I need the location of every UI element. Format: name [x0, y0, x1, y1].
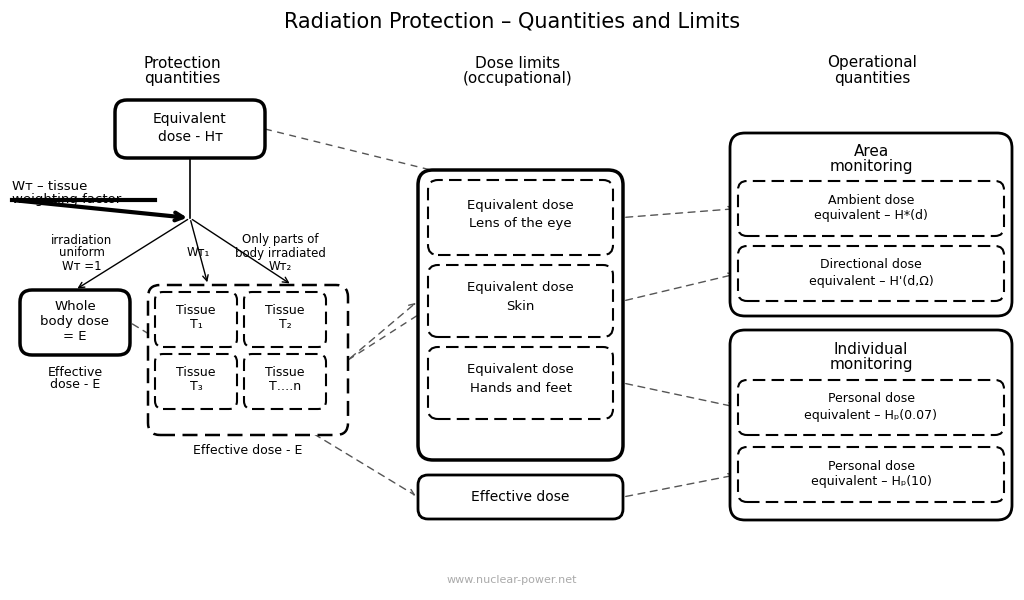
Text: body dose: body dose	[41, 314, 110, 328]
FancyBboxPatch shape	[244, 292, 326, 347]
Text: Wᴛ₁: Wᴛ₁	[186, 245, 210, 259]
Text: Directional dose: Directional dose	[820, 259, 922, 271]
Text: equivalent – Hₚ(0.07): equivalent – Hₚ(0.07)	[805, 409, 938, 421]
Text: Equivalent dose: Equivalent dose	[467, 281, 573, 295]
Text: = E: = E	[63, 329, 87, 343]
Text: (occupational): (occupational)	[463, 70, 572, 85]
Text: Tissue: Tissue	[176, 365, 216, 379]
Text: quantities: quantities	[834, 70, 910, 85]
Text: T₂: T₂	[279, 319, 292, 331]
Text: dose - Hᴛ: dose - Hᴛ	[158, 130, 222, 144]
Text: Equivalent: Equivalent	[154, 112, 227, 126]
Text: Ambient dose: Ambient dose	[827, 193, 914, 206]
Text: Equivalent dose: Equivalent dose	[467, 364, 573, 377]
Text: Radiation Protection – Quantities and Limits: Radiation Protection – Quantities and Li…	[284, 12, 740, 32]
Text: body irradiated: body irradiated	[234, 247, 326, 259]
Text: monitoring: monitoring	[829, 160, 912, 175]
Text: weighting factor: weighting factor	[12, 193, 121, 206]
Text: Wᴛ₂: Wᴛ₂	[268, 259, 292, 272]
Text: irradiation: irradiation	[51, 233, 113, 247]
Text: Effective dose: Effective dose	[471, 490, 569, 504]
Text: Dose limits: Dose limits	[475, 55, 560, 70]
FancyBboxPatch shape	[730, 330, 1012, 520]
Text: T₁: T₁	[189, 319, 203, 331]
FancyBboxPatch shape	[418, 170, 623, 460]
FancyBboxPatch shape	[428, 347, 613, 419]
Text: monitoring: monitoring	[829, 356, 912, 371]
Text: Personal dose: Personal dose	[827, 460, 914, 473]
FancyBboxPatch shape	[738, 380, 1004, 435]
Text: Wᴛ =1: Wᴛ =1	[62, 259, 101, 272]
FancyBboxPatch shape	[428, 265, 613, 337]
FancyBboxPatch shape	[428, 180, 613, 255]
Text: Hands and feet: Hands and feet	[469, 382, 571, 395]
Text: Equivalent dose: Equivalent dose	[467, 199, 573, 211]
Text: Personal dose: Personal dose	[827, 392, 914, 406]
Text: www.nuclear-power.net: www.nuclear-power.net	[446, 575, 578, 585]
Text: quantities: quantities	[143, 70, 220, 85]
Text: Wᴛ – tissue: Wᴛ – tissue	[12, 179, 87, 193]
Text: equivalent – H*(d): equivalent – H*(d)	[814, 209, 928, 223]
Text: Lens of the eye: Lens of the eye	[469, 217, 571, 229]
Text: Individual: Individual	[834, 341, 908, 356]
Text: T₃: T₃	[189, 380, 203, 394]
Text: Tissue: Tissue	[176, 304, 216, 317]
FancyBboxPatch shape	[115, 100, 265, 158]
Text: Tissue: Tissue	[265, 365, 305, 379]
Text: Tissue: Tissue	[265, 304, 305, 317]
FancyBboxPatch shape	[244, 354, 326, 409]
Text: Protection: Protection	[143, 55, 221, 70]
FancyBboxPatch shape	[738, 181, 1004, 236]
FancyBboxPatch shape	[738, 447, 1004, 502]
Text: Whole: Whole	[54, 299, 96, 313]
Text: Only parts of: Only parts of	[242, 233, 318, 247]
Text: Area: Area	[853, 145, 889, 160]
FancyBboxPatch shape	[418, 475, 623, 519]
FancyBboxPatch shape	[148, 285, 348, 435]
Text: T….n: T….n	[269, 380, 301, 394]
FancyBboxPatch shape	[730, 133, 1012, 316]
Text: equivalent – Hₚ(10): equivalent – Hₚ(10)	[811, 475, 932, 488]
Text: Operational: Operational	[827, 55, 916, 70]
Text: Effective dose - E: Effective dose - E	[194, 445, 303, 457]
FancyBboxPatch shape	[20, 290, 130, 355]
Text: Skin: Skin	[506, 299, 535, 313]
Text: dose - E: dose - E	[50, 379, 100, 391]
FancyBboxPatch shape	[155, 292, 237, 347]
Text: Effective: Effective	[47, 365, 102, 379]
Text: equivalent – H'(d,Ω): equivalent – H'(d,Ω)	[809, 275, 933, 287]
FancyBboxPatch shape	[738, 246, 1004, 301]
Text: uniform: uniform	[59, 247, 104, 259]
FancyBboxPatch shape	[155, 354, 237, 409]
